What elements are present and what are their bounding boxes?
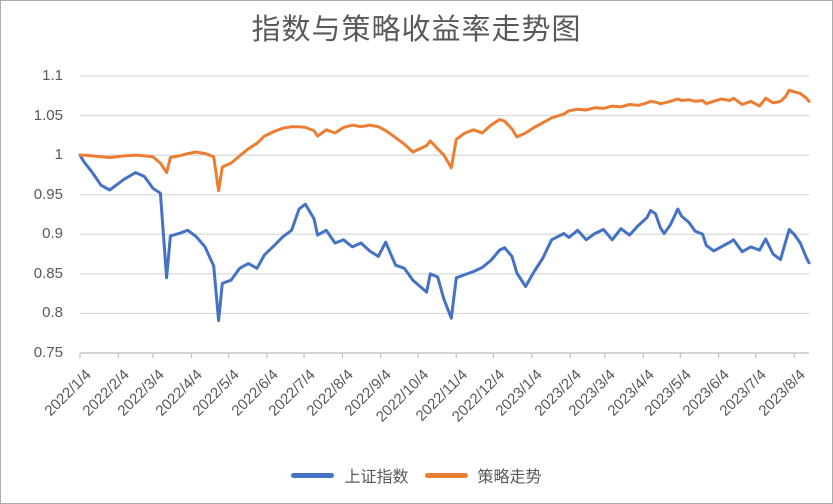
y-axis-label: 0.95	[33, 185, 63, 203]
y-axis-label: 0.8	[42, 304, 63, 322]
legend-item-sse: 上证指数	[291, 463, 409, 487]
legend: 上证指数 策略走势	[1, 462, 832, 488]
legend-label-sse: 上证指数	[344, 469, 409, 486]
y-axis-label: 1.05	[33, 106, 63, 124]
series-line-strategy	[78, 88, 811, 193]
series-line-sse	[78, 153, 811, 323]
y-axis-label: 0.9	[42, 225, 63, 243]
y-axis-label: 0.75	[33, 344, 63, 361]
y-axis-label: 0.85	[33, 264, 63, 282]
legend-label-strategy: 策略走势	[477, 469, 542, 486]
legend-item-strategy: 策略走势	[424, 463, 542, 487]
strategy-line-swatch-icon	[424, 472, 468, 478]
sse-line-swatch-icon	[291, 472, 335, 478]
chart-title: 指数与策略收益率走势图	[251, 14, 582, 46]
y-axis-label: 1.1	[42, 67, 63, 84]
y-axis-label: 1	[54, 146, 63, 164]
